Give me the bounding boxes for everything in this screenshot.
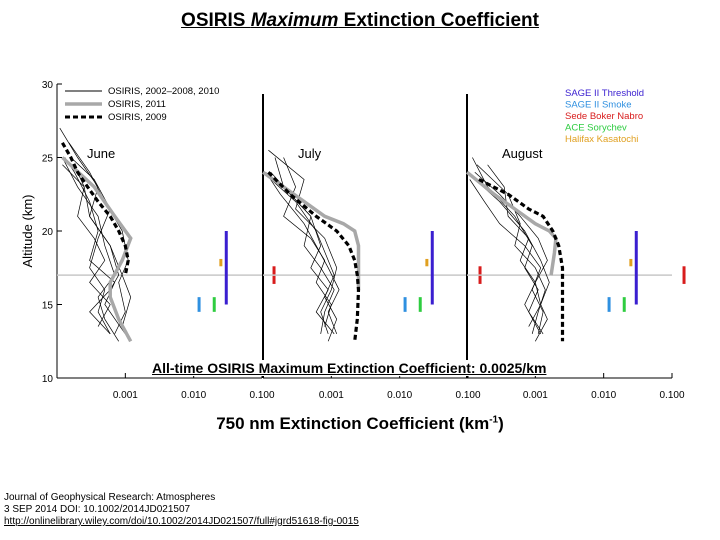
y-tick-label: 10 — [42, 374, 54, 385]
y-tick-label: 25 — [42, 154, 54, 165]
profile-2009 — [478, 178, 565, 342]
legend-label: OSIRIS, 2011 — [108, 99, 166, 110]
profile-2002-2010 — [62, 164, 111, 327]
title-emphasis: Maximum — [250, 10, 339, 31]
profile-2002-2010 — [77, 172, 120, 335]
profile-2009 — [267, 171, 361, 342]
x-tick-label: 0.100 — [249, 390, 274, 401]
legend-label: OSIRIS, 2002–2008, 2010 — [108, 86, 219, 97]
profile-2002-2010 — [70, 157, 111, 335]
panel-june: 0.001 0.010 0.100 June — [56, 94, 276, 401]
x-tick-label: 0.001 — [113, 390, 138, 401]
caption-end: ) — [498, 414, 504, 433]
caption-main: 750 nm Extinction Coefficient (km — [216, 414, 490, 433]
profile-2002-2010 — [265, 172, 340, 335]
panel-label: June — [87, 146, 115, 161]
citation-link[interactable]: http://onlinelibrary.wiley.com/doi/10.10… — [4, 516, 359, 527]
x-tick-label: 0.001 — [523, 390, 548, 401]
y-tick-label: 30 — [42, 80, 54, 91]
legend-left: OSIRIS, 2002–2008, 2010 OSIRIS, 2011 OSIRI… — [65, 86, 219, 123]
profile-2002-2010 — [59, 127, 132, 327]
profile-2002-2010 — [268, 149, 338, 335]
profile-2002-2010 — [274, 157, 335, 335]
citation-date-doi: 3 SEP 2014 DOI: 10.1002/2014JD021507 — [4, 504, 191, 515]
legend-right-label: Halifax Kasatochi — [565, 134, 638, 145]
profile-2002-2010 — [283, 157, 332, 327]
profile-2002-2010 — [476, 164, 546, 334]
x-tick-label: 0.010 — [387, 390, 412, 401]
panel-july: 0.001 0.010 0.100 July — [261, 94, 482, 401]
profile-2011 — [465, 170, 558, 276]
legend-right-label: SAGE II Threshold — [565, 88, 644, 99]
y-axis-label: Altitude (km) — [20, 195, 35, 268]
citation: Journal of Geophysical Research: Atmosph… — [4, 492, 359, 528]
legend-label: OSIRIS, 2009 — [108, 112, 167, 123]
profile-2002-2010 — [474, 171, 548, 335]
title-prefix: OSIRIS — [181, 10, 251, 31]
profile-2002-2010 — [466, 171, 550, 342]
profile-2011 — [261, 170, 361, 290]
panel-label: August — [502, 146, 543, 161]
profile-2011 — [61, 156, 133, 343]
profile-2002-2010 — [262, 171, 338, 342]
x-tick-label: 0.001 — [319, 390, 344, 401]
max-extinction-note: All-time OSIRIS Maximum Extinction Coeff… — [150, 360, 549, 376]
y-tick-label: 20 — [42, 227, 54, 238]
x-tick-label: 0.010 — [591, 390, 616, 401]
profile-2002-2010 — [62, 157, 119, 342]
x-tick-label: 0.100 — [455, 390, 480, 401]
profile-2002-2010 — [270, 171, 335, 334]
legend-right-label: SAGE II Smoke — [565, 100, 632, 111]
y-tick-label: 15 — [42, 301, 54, 312]
profile-2002-2010 — [64, 157, 126, 335]
legend-right-label: Sede Boker Nabro — [565, 111, 643, 122]
title-suffix: Extinction Coefficient — [338, 10, 539, 31]
x-tick-label: 0.100 — [659, 390, 684, 401]
profile-2009 — [61, 141, 130, 276]
panel-august: 0.001 0.010 0.100 August — [465, 94, 686, 401]
caption-superscript: -1 — [489, 414, 499, 426]
x-tick-label: 0.010 — [181, 390, 206, 401]
legend-right-label: ACE Sorychev — [565, 123, 627, 134]
citation-journal: Journal of Geophysical Research: Atmosph… — [4, 492, 216, 503]
y-axis: 10 15 20 25 30 Altitude (km) — [20, 80, 62, 385]
slide-title: OSIRIS Maximum Extinction Coefficient — [0, 10, 720, 32]
x-axis-caption: 750 nm Extinction Coefficient (km-1) — [0, 414, 720, 434]
panel-label: July — [298, 146, 322, 161]
profile-2002-2010 — [469, 179, 544, 334]
